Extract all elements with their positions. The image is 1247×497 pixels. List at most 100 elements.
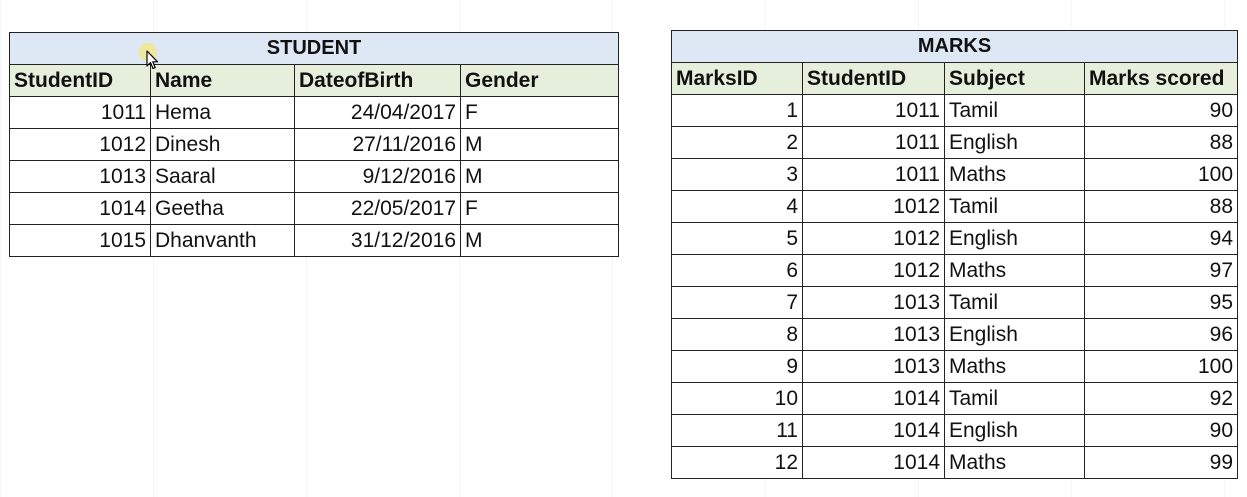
header-cell-subject[interactable]: Subject (944, 62, 1085, 95)
cell-marks-scored[interactable]: 88 (1083, 126, 1239, 159)
cell-marksid[interactable]: 9 (671, 350, 803, 383)
cell-gender[interactable]: F (459, 96, 620, 129)
cell-marksid[interactable]: 10 (671, 382, 803, 415)
cell-studentid[interactable]: 1013 (9, 160, 151, 193)
cell-subject[interactable]: English (944, 222, 1085, 255)
cell-studentid[interactable]: 1014 (802, 414, 945, 447)
cell-subject[interactable]: Maths (944, 446, 1085, 479)
cell-studentid[interactable]: 1011 (802, 158, 945, 191)
student-header-row: StudentID Name DateofBirth Gender (9, 64, 620, 97)
cell-marks-scored[interactable]: 96 (1083, 318, 1239, 351)
cell-studentid[interactable]: 1012 (802, 222, 945, 255)
cell-studentid[interactable]: 1013 (802, 350, 945, 383)
cell-name[interactable]: Dhanvanth (150, 224, 295, 257)
cell-marks-scored[interactable]: 100 (1083, 158, 1239, 191)
cell-studentid[interactable]: 1012 (9, 128, 151, 161)
cell-subject[interactable]: Tamil (944, 382, 1085, 415)
cell-studentid[interactable]: 1014 (9, 192, 151, 225)
cell-marksid[interactable]: 8 (671, 318, 803, 351)
cell-name[interactable]: Hema (150, 96, 295, 129)
table-row: 7 1013 Tamil 95 (671, 286, 1239, 319)
cell-marks-scored[interactable]: 95 (1083, 286, 1239, 319)
header-cell-marksid[interactable]: MarksID (671, 62, 803, 95)
student-table-title[interactable]: STUDENT (8, 32, 620, 65)
cell-marksid[interactable]: 2 (671, 126, 803, 159)
cell-studentid[interactable]: 1011 (9, 96, 151, 129)
student-table-body: 1011 Hema 24/04/2017 F 1012 Dinesh 27/11/2016 M… (9, 96, 620, 257)
cell-marksid[interactable]: 6 (671, 254, 803, 287)
cell-marksid[interactable]: 3 (671, 158, 803, 191)
cell-subject[interactable]: Tamil (944, 286, 1085, 319)
cell-dateofbirth[interactable]: 31/12/2016 (294, 224, 461, 257)
header-cell-gender[interactable]: Gender (459, 64, 620, 97)
cell-subject[interactable]: English (944, 318, 1085, 351)
table-row: 5 1012 English 94 (671, 222, 1239, 255)
table-row: 1014 Geetha 22/05/2017 F (9, 192, 620, 225)
cell-marks-scored[interactable]: 94 (1083, 222, 1239, 255)
cell-studentid[interactable]: 1011 (802, 126, 945, 159)
table-row: 3 1011 Maths 100 (671, 158, 1239, 191)
marks-table-title[interactable]: MARKS (670, 30, 1239, 63)
cell-subject[interactable]: English (944, 414, 1085, 447)
header-cell-dateofbirth[interactable]: DateofBirth (294, 64, 461, 97)
cell-marks-scored[interactable]: 88 (1083, 190, 1239, 223)
cell-gender[interactable]: F (459, 192, 620, 225)
cell-dateofbirth[interactable]: 24/04/2017 (294, 96, 461, 129)
cell-studentid[interactable]: 1011 (802, 94, 945, 127)
table-row: 10 1014 Tamil 92 (671, 382, 1239, 415)
cell-subject[interactable]: Maths (944, 350, 1085, 383)
cell-studentid[interactable]: 1014 (802, 382, 945, 415)
cell-dateofbirth[interactable]: 9/12/2016 (294, 160, 461, 193)
cell-subject[interactable]: Maths (944, 254, 1085, 287)
marks-title-row: MARKS (670, 30, 1239, 63)
cell-marksid[interactable]: 5 (671, 222, 803, 255)
cell-subject[interactable]: Maths (944, 158, 1085, 191)
cell-marks-scored[interactable]: 90 (1083, 94, 1239, 127)
cell-name[interactable]: Geetha (150, 192, 295, 225)
table-row: 4 1012 Tamil 88 (671, 190, 1239, 223)
table-row: 8 1013 English 96 (671, 318, 1239, 351)
table-row: 1013 Saaral 9/12/2016 M (9, 160, 620, 193)
cell-name[interactable]: Dinesh (150, 128, 295, 161)
table-row: 1012 Dinesh 27/11/2016 M (9, 128, 620, 161)
cell-studentid[interactable]: 1014 (802, 446, 945, 479)
cell-marks-scored[interactable]: 97 (1083, 254, 1239, 287)
cell-dateofbirth[interactable]: 22/05/2017 (294, 192, 461, 225)
table-row: 1015 Dhanvanth 31/12/2016 M (9, 224, 620, 257)
table-row: 1 1011 Tamil 90 (671, 94, 1239, 127)
cell-name[interactable]: Saaral (150, 160, 295, 193)
cell-subject[interactable]: Tamil (944, 94, 1085, 127)
cell-marks-scored[interactable]: 100 (1083, 350, 1239, 383)
cell-subject[interactable]: Tamil (944, 190, 1085, 223)
cell-subject[interactable]: English (944, 126, 1085, 159)
header-cell-marks-scored[interactable]: Marks scored (1083, 62, 1239, 95)
cell-marks-scored[interactable]: 90 (1083, 414, 1239, 447)
cell-marks-scored[interactable]: 99 (1083, 446, 1239, 479)
cell-gender[interactable]: M (459, 160, 620, 193)
cell-gender[interactable]: M (459, 128, 620, 161)
cell-studentid[interactable]: 1013 (802, 286, 945, 319)
cell-studentid[interactable]: 1015 (9, 224, 151, 257)
header-cell-studentid[interactable]: StudentID (9, 64, 151, 97)
cell-marks-scored[interactable]: 92 (1083, 382, 1239, 415)
marks-table-body: 1 1011 Tamil 90 2 1011 English 88 3 1011 Maths 100 4… (671, 94, 1239, 479)
table-row: 2 1011 English 88 (671, 126, 1239, 159)
marks-header-row: MarksID StudentID Subject Marks scored (671, 62, 1239, 95)
cell-marksid[interactable]: 1 (671, 94, 803, 127)
table-row: 6 1012 Maths 97 (671, 254, 1239, 287)
cell-marksid[interactable]: 11 (671, 414, 803, 447)
marks-table: MARKS MarksID StudentID Subject Marks sc… (670, 30, 1239, 479)
header-cell-studentid[interactable]: StudentID (802, 62, 945, 95)
cell-studentid[interactable]: 1013 (802, 318, 945, 351)
cell-marksid[interactable]: 12 (671, 446, 803, 479)
cell-studentid[interactable]: 1012 (802, 190, 945, 223)
cell-studentid[interactable]: 1012 (802, 254, 945, 287)
header-cell-name[interactable]: Name (150, 64, 295, 97)
cell-marksid[interactable]: 4 (671, 190, 803, 223)
table-row: 9 1013 Maths 100 (671, 350, 1239, 383)
cell-dateofbirth[interactable]: 27/11/2016 (294, 128, 461, 161)
table-row: 11 1014 English 90 (671, 414, 1239, 447)
cell-gender[interactable]: M (459, 224, 620, 257)
mouse-pointer-icon (146, 50, 159, 70)
cell-marksid[interactable]: 7 (671, 286, 803, 319)
